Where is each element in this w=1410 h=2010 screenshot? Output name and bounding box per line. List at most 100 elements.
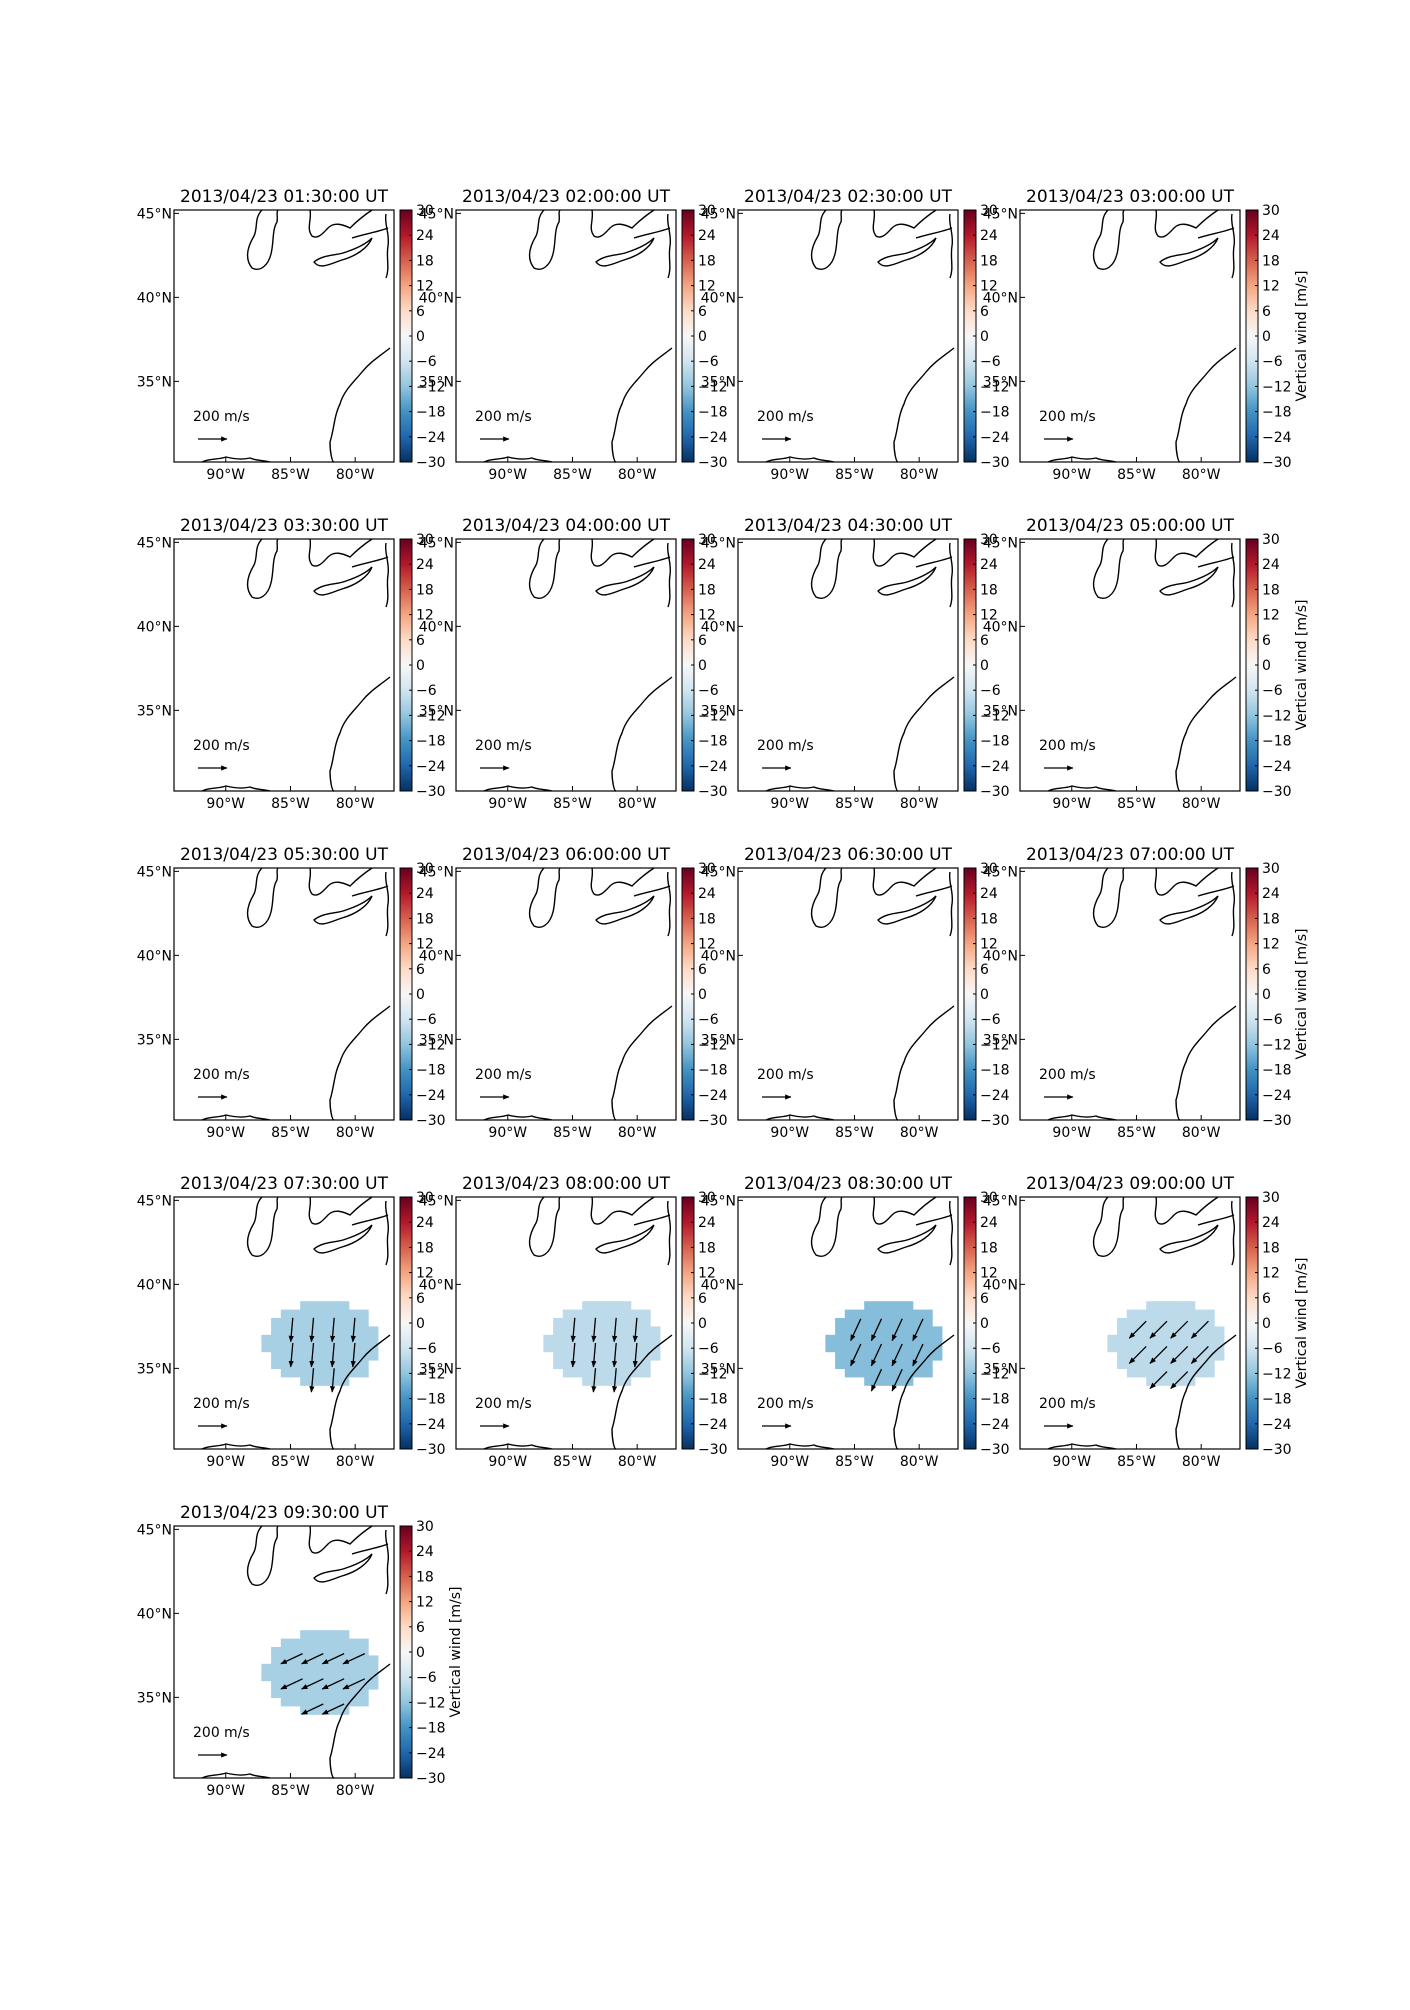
wind-vector xyxy=(612,1317,618,1343)
colorbar-tick-label: 6 xyxy=(1262,962,1271,978)
wind-cell xyxy=(883,1326,894,1336)
wind-cell xyxy=(309,1318,321,1327)
colorbar-tick-label: −24 xyxy=(416,430,446,446)
lon-tick-label: 85°W xyxy=(1117,467,1156,483)
wind-field xyxy=(1107,1301,1225,1390)
wind-cell xyxy=(1155,1351,1167,1361)
colorbar-tick-label: −30 xyxy=(980,1113,1010,1129)
map-panel: 2013/04/23 09:30:00 UT 45°N 40°N 35°N 90°W 85… xyxy=(137,1503,464,1799)
wind-cell xyxy=(1185,1301,1196,1311)
gulf-coast xyxy=(1047,456,1117,463)
wind-cell xyxy=(582,1334,593,1344)
wind-cell xyxy=(844,1343,856,1353)
colorbar-tick-label: −24 xyxy=(1262,1417,1292,1433)
panel-title: 2013/04/23 01:30:00 UT xyxy=(180,187,389,207)
colorbar-tick-label: −24 xyxy=(416,1746,446,1762)
wind-cell xyxy=(339,1351,350,1361)
wind-cell xyxy=(1185,1334,1196,1344)
lake-michigan xyxy=(1092,538,1125,599)
wind-cell xyxy=(309,1663,321,1673)
wind-cell xyxy=(844,1368,856,1378)
colorbar: 30 24 18 12 6 0 −6 −12 −18 −24 −30 xyxy=(681,532,728,800)
quiver-key-unit: m/s xyxy=(1070,738,1096,754)
wind-vector xyxy=(870,1368,883,1392)
wind-cell xyxy=(290,1343,301,1353)
lake-michigan xyxy=(528,209,561,270)
wind-cell xyxy=(582,1343,593,1353)
lon-tick-label: 90°W xyxy=(206,467,245,483)
colorbar-tick-label: −24 xyxy=(698,1088,728,1104)
lake-michigan xyxy=(810,538,843,599)
east-coast-north xyxy=(948,213,954,279)
colorbar-tick-label: 30 xyxy=(698,861,716,877)
wind-vector xyxy=(870,1318,883,1342)
wind-cell xyxy=(319,1360,330,1369)
colorbar-tick-label: −6 xyxy=(416,683,437,699)
wind-vector xyxy=(350,1317,356,1343)
wind-cell xyxy=(553,1334,564,1344)
quiver-key: 200 m/s xyxy=(193,409,250,442)
lat-tick-label: 45°N xyxy=(419,206,454,222)
colorbar-tick-label: 0 xyxy=(1262,329,1271,345)
colorbar-tick-label: 18 xyxy=(416,1569,434,1585)
lake-ontario xyxy=(915,885,953,897)
colorbar-tick-label: 6 xyxy=(416,633,425,649)
lake-michigan xyxy=(246,867,279,928)
atlantic-coast xyxy=(611,1334,673,1450)
wind-cell xyxy=(280,1689,292,1698)
wind-cell xyxy=(873,1376,885,1386)
wind-cell xyxy=(912,1334,923,1344)
wind-vector xyxy=(309,1368,315,1393)
wind-cell xyxy=(1175,1326,1186,1336)
wind-cell xyxy=(883,1343,894,1353)
wind-cell xyxy=(1175,1376,1186,1386)
wind-cell xyxy=(562,1318,574,1327)
lat-tick-label: 35°N xyxy=(983,374,1018,390)
lat-tick-label: 45°N xyxy=(137,1193,172,1209)
wind-cell xyxy=(893,1360,904,1369)
wind-cell xyxy=(348,1663,359,1673)
lat-tick-label: 35°N xyxy=(137,374,172,390)
quiver-key-value: 200 xyxy=(193,1396,220,1412)
wind-cell xyxy=(883,1376,894,1386)
lake-erie xyxy=(313,895,373,925)
wind-cell xyxy=(844,1309,856,1319)
quiver-key-value: 200 xyxy=(193,409,220,425)
wind-cell xyxy=(339,1343,350,1353)
wind-cell xyxy=(621,1343,632,1353)
coastline xyxy=(201,1525,391,1779)
wind-cell xyxy=(358,1638,369,1648)
wind-cell xyxy=(329,1680,340,1690)
wind-cell xyxy=(621,1360,632,1369)
lon-tick-label: 90°W xyxy=(1052,796,1091,812)
wind-cell xyxy=(1155,1326,1167,1336)
map-frame xyxy=(737,867,959,1121)
wind-cell xyxy=(553,1326,564,1336)
colorbar-tick-label: 6 xyxy=(698,633,707,649)
panel-title: 2013/04/23 02:00:00 UT xyxy=(462,187,671,207)
wind-cell xyxy=(562,1351,574,1361)
lake-ontario xyxy=(351,556,389,568)
wind-cell xyxy=(873,1326,885,1336)
wind-vector xyxy=(1149,1320,1168,1339)
colorbar-tick-label: −6 xyxy=(980,354,1001,370)
map-panel: 2013/04/23 05:00:00 UT 45°N 40°N 35°N 90°W 85… xyxy=(983,516,1310,812)
colorbar-tick-label: 30 xyxy=(416,532,434,548)
wind-cell xyxy=(271,1318,282,1327)
colorbar-tick-label: −12 xyxy=(980,1037,1010,1053)
colorbar-tick-label: 30 xyxy=(416,203,434,219)
east-coast-north xyxy=(666,1200,672,1266)
lake-ontario xyxy=(633,885,671,897)
wind-cell xyxy=(835,1360,846,1369)
lake-erie xyxy=(313,1224,373,1254)
wind-vector xyxy=(309,1317,315,1343)
colorbar-label: Vertical wind [m/s] xyxy=(1294,1258,1310,1389)
wind-cell xyxy=(368,1351,379,1361)
wind-cell xyxy=(591,1368,603,1378)
colorbar-tick-label: 12 xyxy=(416,937,434,953)
colorbar-tick-label: −30 xyxy=(698,455,728,471)
wind-cell xyxy=(339,1360,350,1369)
wind-vector xyxy=(570,1317,576,1343)
map-panel: 2013/04/23 07:30:00 UT 45°N 40°N 35°N 90°W 85… xyxy=(137,1174,446,1470)
colorbar-tick-label: 30 xyxy=(980,861,998,877)
